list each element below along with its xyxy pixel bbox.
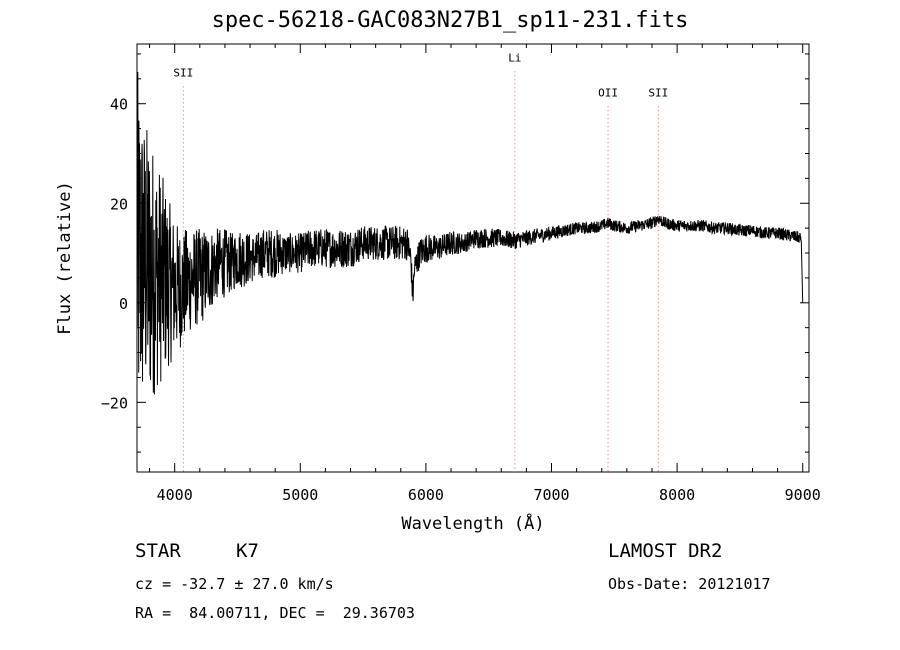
x-tick-label: 9000 xyxy=(785,486,821,504)
survey-name: LAMOST DR2 xyxy=(608,540,723,562)
plot-frame xyxy=(136,43,810,473)
x-tick-label: 5000 xyxy=(282,486,318,504)
reference-line-label: SII xyxy=(648,86,668,99)
observation-date: Obs-Date: 20121017 xyxy=(608,575,771,593)
redshift-velocity: cz = -32.7 ± 27.0 km/s xyxy=(135,575,334,593)
axis-tick-labels: 4000 5000 6000 7000 8000 9000 −20 0 20 40 xyxy=(101,96,821,504)
axis-ticks xyxy=(137,44,809,472)
spectrum-line xyxy=(136,71,804,395)
reference-line-label: OII xyxy=(598,86,618,99)
x-tick-label: 7000 xyxy=(533,486,569,504)
reference-line-label: SII xyxy=(173,66,193,79)
reference-lines: SII Li OII SII xyxy=(173,51,668,472)
reference-line-label: Li xyxy=(508,51,521,64)
x-tick-label: 4000 xyxy=(157,486,193,504)
x-tick-label: 8000 xyxy=(659,486,695,504)
chart-title: spec-56218-GAC083N27B1_sp11-231.fits xyxy=(211,8,689,33)
coordinates: RA = 84.00711, DEC = 29.36703 xyxy=(135,604,415,622)
x-axis-label: Wavelength (Å) xyxy=(401,512,544,534)
y-axis-label: Flux (relative) xyxy=(55,181,75,335)
y-tick-label: −20 xyxy=(101,394,128,412)
y-tick-label: 40 xyxy=(110,96,128,114)
object-class: STAR xyxy=(135,540,181,562)
y-tick-label: 20 xyxy=(110,195,128,213)
y-tick-label: 0 xyxy=(119,295,128,313)
x-tick-label: 6000 xyxy=(408,486,444,504)
object-subclass: K7 xyxy=(236,540,259,562)
